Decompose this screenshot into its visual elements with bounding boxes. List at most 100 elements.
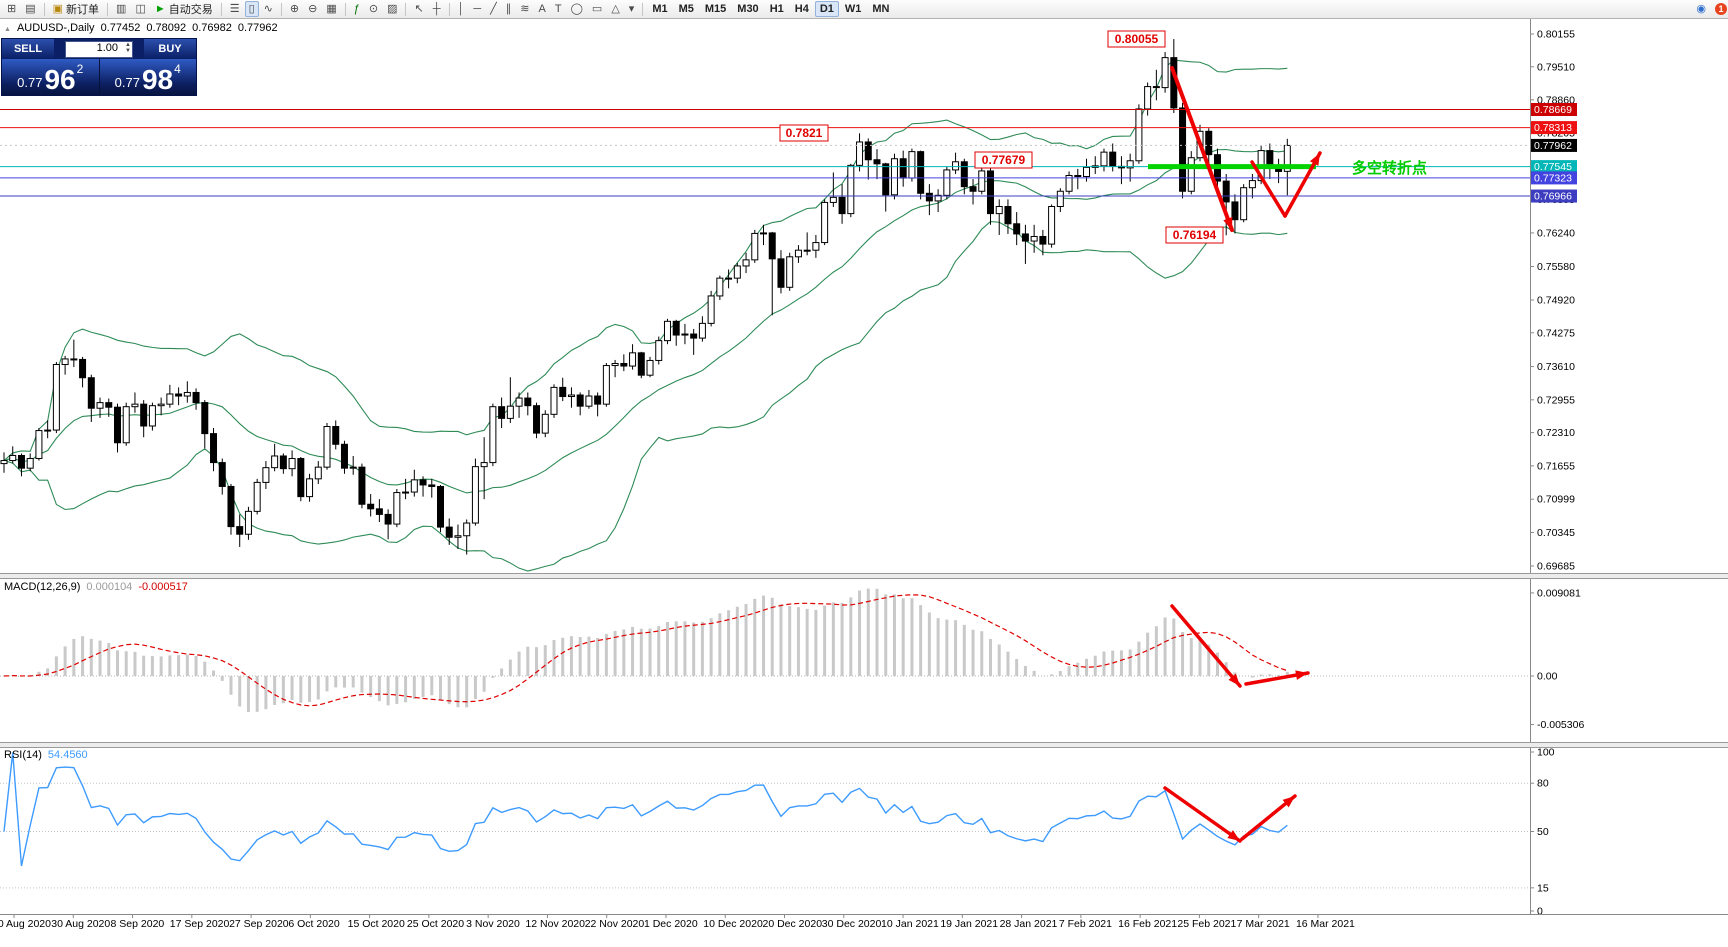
candle[interactable] [279,455,287,470]
candle[interactable] [707,295,715,324]
arrows-dropdown-button[interactable]: ▾ [625,1,639,17]
panel-divider[interactable] [0,742,1728,748]
volume-input[interactable] [66,41,118,55]
shapes-rect-button[interactable]: ▭ [588,1,606,17]
candle[interactable] [786,256,794,288]
candle[interactable] [594,395,602,405]
candle[interactable] [340,443,348,469]
sell-button[interactable]: SELL [2,39,54,59]
candle[interactable] [35,430,43,460]
candle[interactable] [585,395,593,407]
horizontal-line-button[interactable]: ─ [469,1,485,17]
data-window-button[interactable]: ◫ [131,1,149,17]
candle[interactable] [358,466,366,505]
candle[interactable] [969,186,977,192]
candle[interactable] [873,159,881,165]
timeframe-mn-button[interactable]: MN [867,1,894,17]
candle[interactable] [1152,86,1160,89]
candle[interactable] [794,249,802,258]
candle[interactable] [1161,57,1169,89]
candle[interactable] [838,196,846,215]
candle[interactable] [882,163,890,196]
timeframe-d1-button[interactable]: D1 [814,1,839,17]
candle[interactable] [646,359,654,376]
candle[interactable] [698,322,706,339]
candle[interactable] [122,406,130,444]
candle[interactable] [934,194,942,202]
sell-price[interactable]: 0.77 96 2 [2,59,99,95]
label-button[interactable]: T [551,1,566,17]
zoom-in-button[interactable]: ⊕ [286,1,303,17]
timeframe-m15-button[interactable]: M15 [700,1,731,17]
candle[interactable] [1074,175,1082,178]
candle[interactable] [131,403,139,408]
candle[interactable] [218,462,226,487]
price-axis[interactable]: 0.801550.795100.788600.782050.775500.768… [1530,18,1577,914]
candle[interactable] [629,352,637,367]
new-chart-button[interactable]: ⊞ [3,1,20,17]
candle[interactable] [637,352,645,376]
zoom-out-button[interactable]: ⊖ [304,1,321,17]
candle[interactable] [288,458,296,470]
price-annotation-box[interactable] [1107,30,1166,48]
candle[interactable] [1205,130,1213,156]
candle[interactable] [70,358,78,361]
candle[interactable] [79,358,87,379]
candle[interactable] [1283,144,1291,172]
timeframe-h1-button[interactable]: H1 [765,1,789,17]
candle[interactable] [271,455,279,469]
candle[interactable] [611,363,619,367]
candle[interactable] [297,458,305,498]
candle[interactable] [681,333,689,336]
candle[interactable] [1100,151,1108,167]
candle[interactable] [410,479,418,493]
buy-button[interactable]: BUY [144,39,196,59]
candle[interactable] [1266,150,1274,166]
candle[interactable] [148,405,156,427]
timeframe-m30-button[interactable]: M30 [732,1,763,17]
candle[interactable] [166,393,174,405]
candle[interactable] [349,466,357,469]
candle[interactable] [306,478,314,498]
candle[interactable] [515,397,523,407]
candle[interactable] [803,249,811,252]
candle[interactable] [777,258,785,288]
candle[interactable] [253,481,261,512]
volume-down-icon[interactable] [125,48,131,54]
candle[interactable] [733,265,741,279]
candle[interactable] [0,460,8,465]
candle[interactable] [428,484,436,487]
candle[interactable] [445,526,453,538]
line-chart-button[interactable]: ∿ [260,1,277,17]
candle[interactable] [672,320,680,336]
candle[interactable] [899,158,907,179]
community-button[interactable]: ◉ [1692,1,1710,17]
new-order-button[interactable]: ▣ 新订单 [49,1,103,17]
channel-button[interactable]: ∥ [502,1,516,17]
candle[interactable] [489,406,497,464]
chart-canvas[interactable]: 多空转折点 0.80055 0.7821 0.77679 0.76194 0.80155 0… [0,18,1728,947]
candle[interactable] [402,491,410,494]
candle[interactable] [760,232,768,235]
candle[interactable] [113,406,121,444]
candle[interactable] [978,170,986,192]
candle[interactable] [367,503,375,510]
candle[interactable] [550,386,558,415]
candle[interactable] [393,492,401,525]
candle[interactable] [690,333,698,339]
candle[interactable] [17,454,25,469]
candle[interactable] [856,141,864,166]
candle[interactable] [576,394,584,407]
candle[interactable] [1013,223,1021,235]
timeframe-w1-button[interactable]: W1 [840,1,867,17]
candle[interactable] [210,433,218,464]
candle[interactable] [1056,190,1064,207]
candle[interactable] [244,510,252,535]
candle[interactable] [742,259,750,267]
candle[interactable] [96,402,104,409]
candle[interactable] [620,363,628,367]
tile-windows-button[interactable]: ▦ [322,1,340,17]
crosshair-button[interactable]: ┼ [429,1,445,17]
candle[interactable] [480,462,488,468]
candle[interactable] [1179,107,1187,192]
